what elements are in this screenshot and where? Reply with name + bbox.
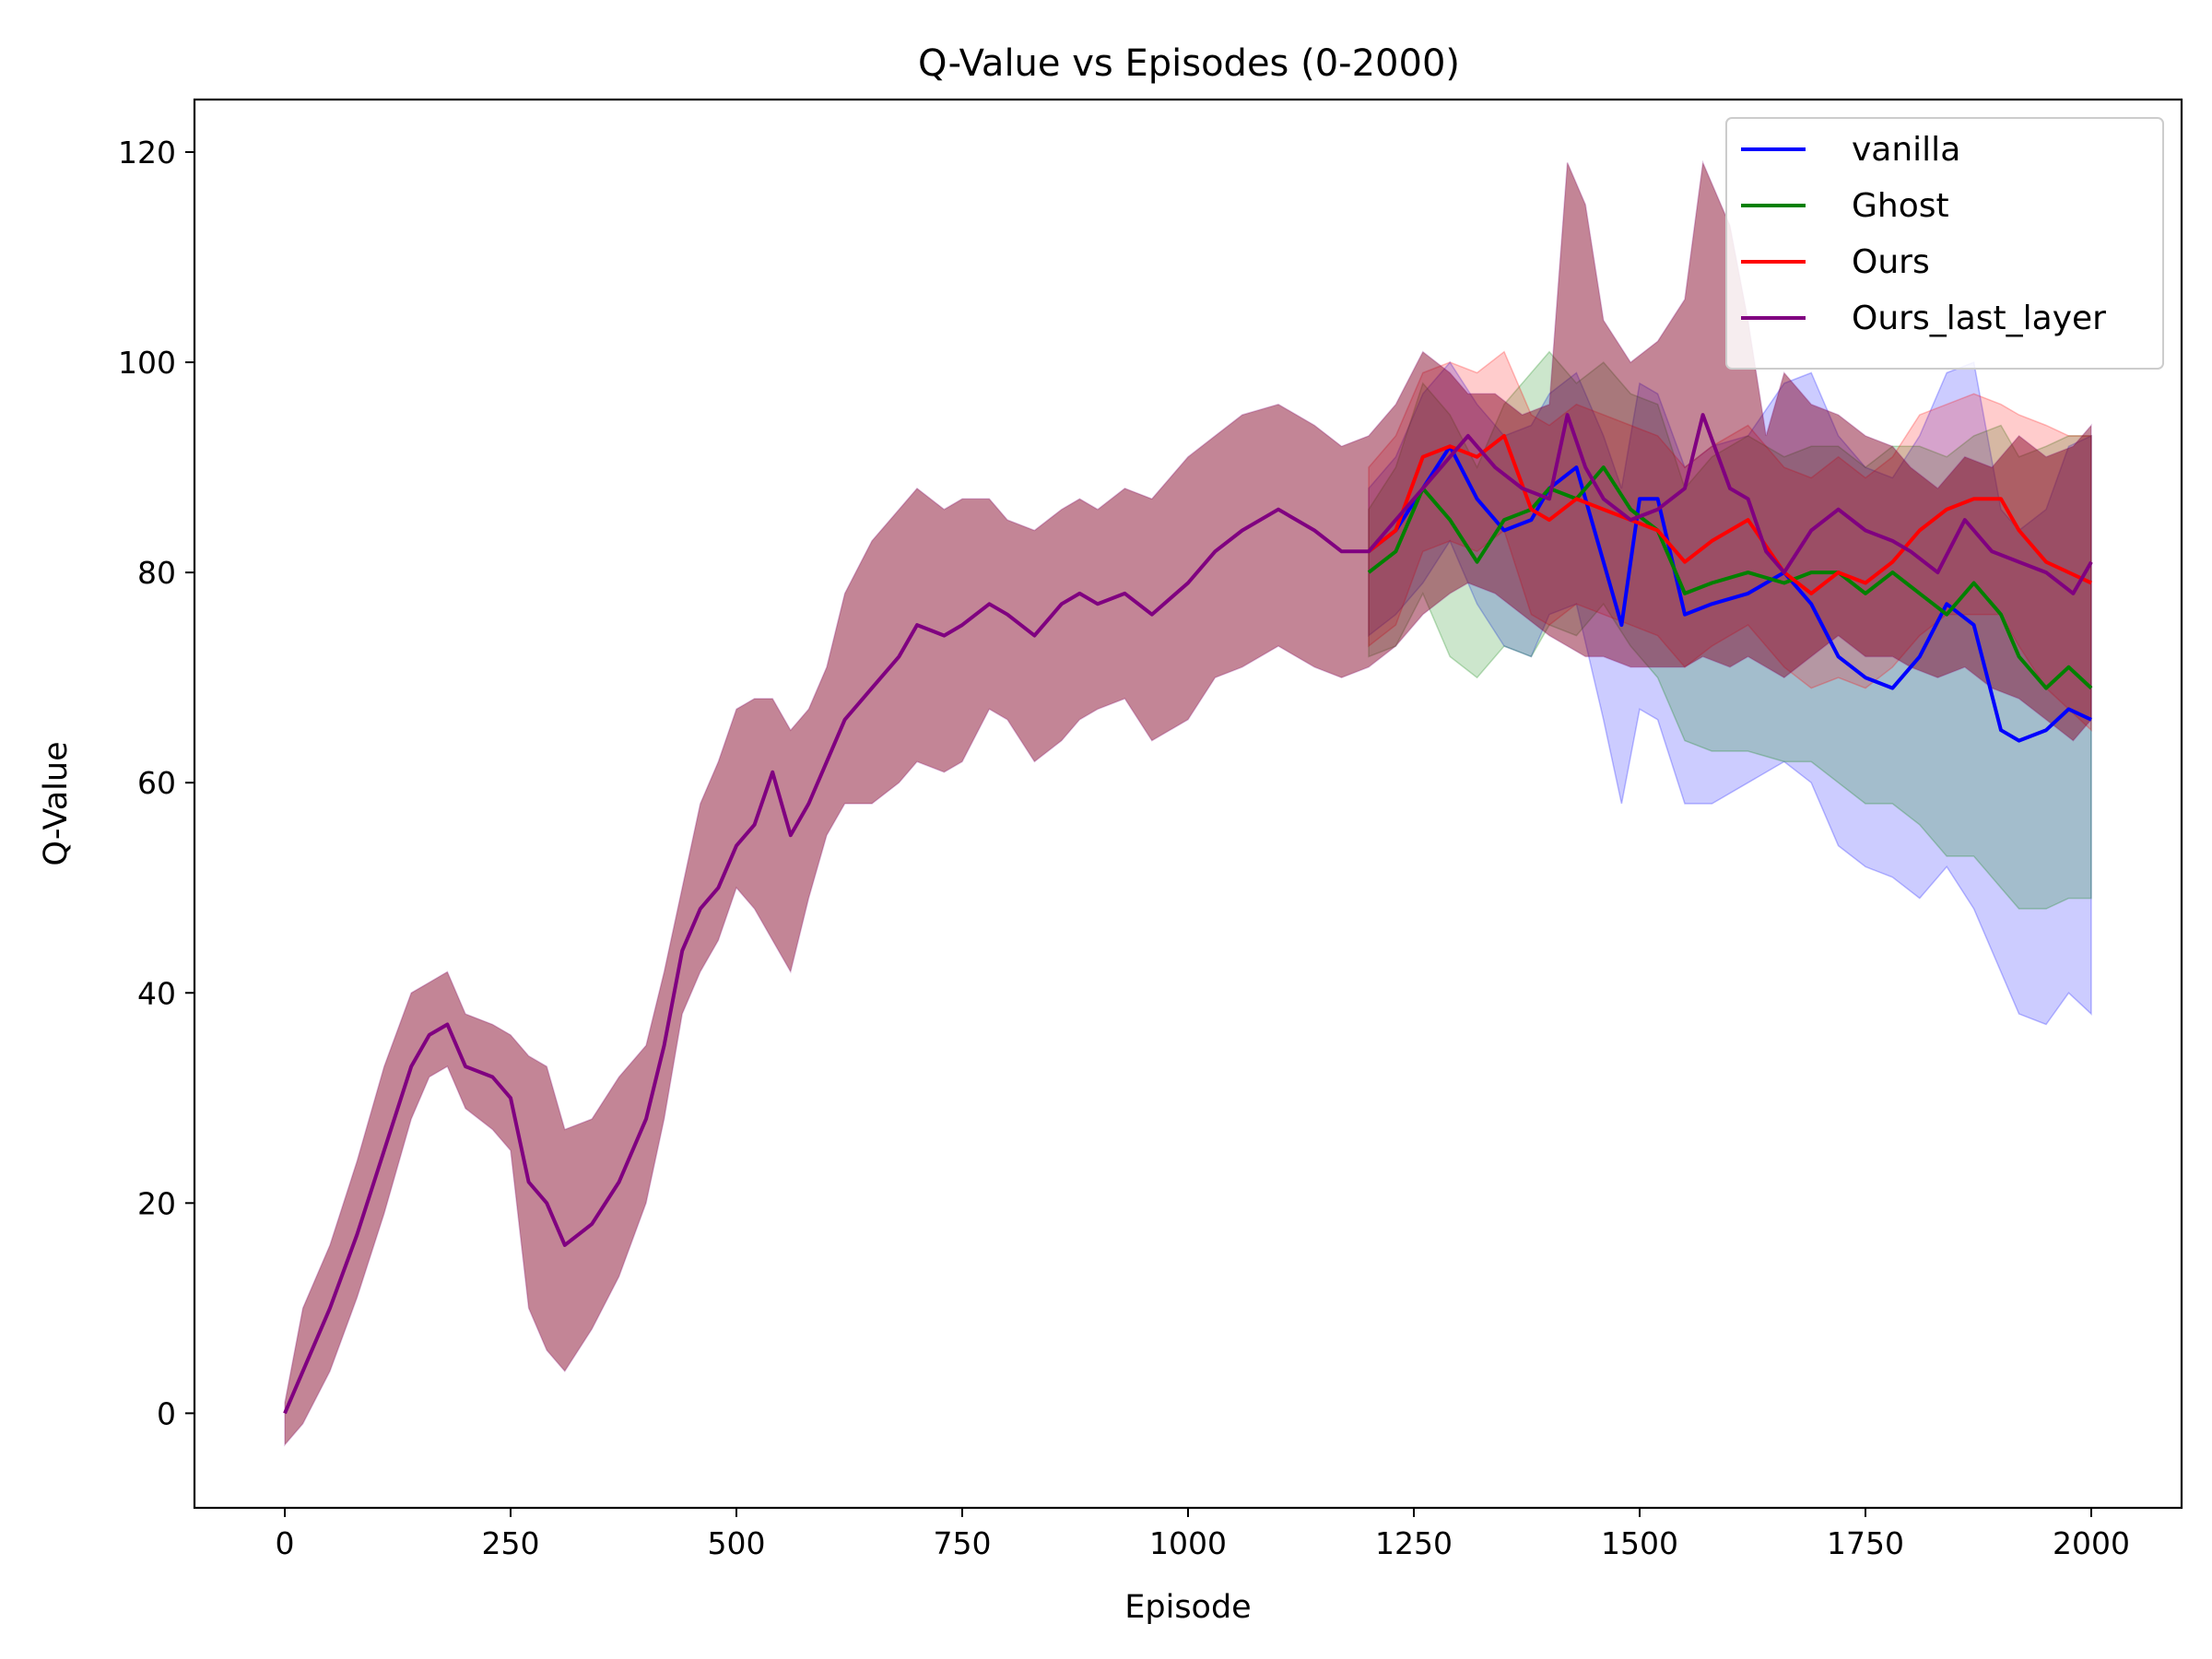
y-tick-label: 0 — [157, 1395, 176, 1431]
series-lines — [283, 413, 2093, 1415]
x-tick-label: 2000 — [2053, 1525, 2130, 1561]
x-tick-label: 750 — [934, 1525, 992, 1561]
chart-title: Q-Value vs Episodes (0-2000) — [918, 42, 1460, 85]
y-tick-label: 100 — [118, 345, 176, 381]
y-tick-label: 80 — [137, 555, 176, 591]
band-vanilla — [1368, 360, 2092, 1026]
y-tick-label: 60 — [137, 765, 176, 801]
y-axis-label: Q-Value — [38, 741, 75, 865]
x-tick-label: 0 — [276, 1525, 295, 1561]
x-tick-label: 250 — [482, 1525, 540, 1561]
legend-label-vanilla: vanilla — [1852, 131, 1960, 169]
legend-label-ours-last-layer: Ours_last_layer — [1852, 300, 2106, 337]
legend-label-ghost: Ghost — [1852, 187, 1949, 225]
x-tick-label: 1000 — [1149, 1525, 1227, 1561]
y-axis-ticks: 0 20 40 60 80 100 120 — [118, 135, 194, 1431]
legend-box — [1725, 117, 2164, 370]
x-axis-ticks: 0 250 500 750 1000 1250 1500 1750 2000 — [276, 1508, 2130, 1561]
y-tick-label: 20 — [137, 1185, 176, 1221]
y-tick-label: 40 — [137, 975, 176, 1011]
line-vanilla — [1367, 444, 2092, 743]
x-tick-label: 1250 — [1375, 1525, 1453, 1561]
band-overlay-ours-last-layer — [285, 162, 2091, 1445]
band-ours — [1368, 350, 2092, 732]
line-ours — [1367, 433, 2092, 595]
legend-label-ours: Ours — [1852, 243, 1930, 281]
x-axis-label: Episode — [1124, 1589, 1251, 1626]
x-tick-label: 1750 — [1827, 1525, 1904, 1561]
x-tick-label: 500 — [708, 1525, 766, 1561]
line-ours-last-layer — [283, 413, 2093, 1415]
line-ghost — [1367, 465, 2093, 690]
legend: vanilla Ghost Ours Ours_last_layer — [1725, 117, 2164, 370]
x-tick-label: 1500 — [1601, 1525, 1678, 1561]
confidence-bands — [284, 159, 2092, 1447]
y-tick-label: 120 — [118, 135, 176, 171]
